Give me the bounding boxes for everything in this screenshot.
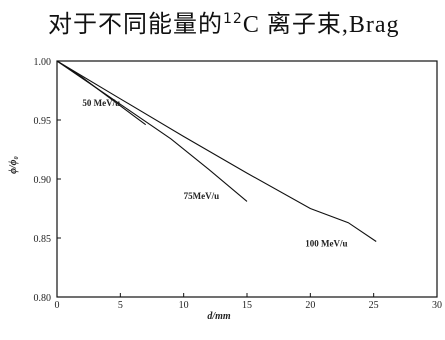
header-text: 对于不同能量的12C 离子束,Brag <box>48 4 400 39</box>
y-tick-label: 1.00 <box>34 57 52 68</box>
header-main: 对于不同能量的 <box>48 10 223 38</box>
series-label-2: 75MeV/u <box>184 191 220 201</box>
y-tick-label: 0.90 <box>34 175 52 186</box>
x-tick-label: 5 <box>118 300 123 311</box>
y-tick-label: 0.85 <box>34 234 52 245</box>
header-tail: C 离子束,Brag <box>242 12 400 38</box>
x-tick-label: 25 <box>369 300 379 311</box>
x-tick-label: 10 <box>179 300 189 311</box>
header-superscript: 12 <box>223 11 243 27</box>
x-tick-label: 0 <box>55 300 60 311</box>
series-line-2 <box>56 60 248 202</box>
x-tick-label: 20 <box>305 300 315 311</box>
series-label-3: 100 MeV/u <box>305 238 347 248</box>
x-tick-label: 15 <box>242 300 252 311</box>
series-line-3 <box>56 60 377 242</box>
y-tick-label: 0.95 <box>34 116 52 127</box>
x-axis-label: d/mm <box>207 311 231 322</box>
x-tick-label: 30 <box>432 300 442 311</box>
y-axis-label: ϕ/ϕ₀ <box>8 156 19 174</box>
plot-frame <box>56 60 438 298</box>
y-tick-label: 0.80 <box>34 293 52 304</box>
series-label-1: 50 MeV/u <box>82 98 120 108</box>
